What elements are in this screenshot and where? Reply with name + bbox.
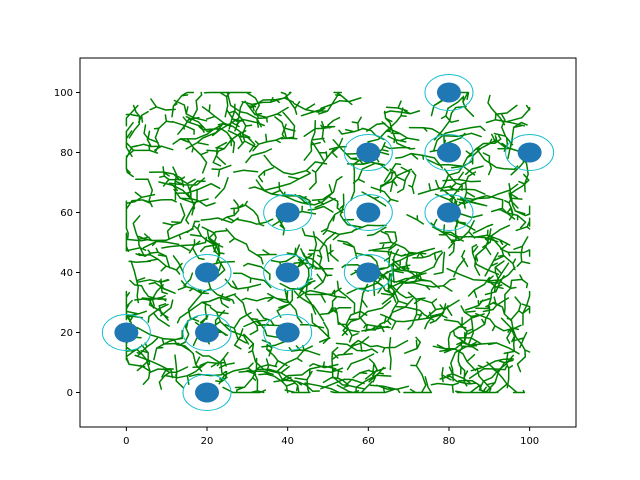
node-ring bbox=[343, 134, 393, 171]
node-dot bbox=[436, 202, 461, 223]
node-dot bbox=[195, 262, 220, 283]
node-ring bbox=[263, 314, 313, 351]
node-ring bbox=[182, 254, 232, 291]
data-point bbox=[424, 74, 474, 111]
plot-frame bbox=[79, 57, 577, 428]
y-tick-label: 80 bbox=[60, 148, 73, 159]
node-ring bbox=[182, 314, 232, 351]
node-ring bbox=[263, 194, 313, 231]
x-tick-label: 0 bbox=[123, 436, 129, 447]
node-ring bbox=[343, 254, 393, 291]
data-point bbox=[343, 254, 393, 291]
x-tick-label: 80 bbox=[443, 436, 456, 447]
node-markers bbox=[101, 74, 555, 411]
tree-edges-path bbox=[125, 91, 531, 394]
data-point bbox=[505, 134, 555, 171]
tree-branches bbox=[125, 91, 531, 394]
node-dot bbox=[356, 142, 381, 163]
node-ring bbox=[182, 374, 232, 411]
node-dot bbox=[195, 322, 220, 343]
node-ring bbox=[424, 134, 474, 171]
node-dot bbox=[114, 322, 139, 343]
x-tick-label: 20 bbox=[201, 436, 214, 447]
node-dot bbox=[356, 262, 381, 283]
axis-ticks: 0 20 40 60 80 100 0 20 40 60 80 100 bbox=[54, 88, 539, 447]
y-tick-label: 0 bbox=[67, 388, 73, 399]
data-point bbox=[182, 314, 232, 351]
x-tick-label: 60 bbox=[362, 436, 375, 447]
node-ring bbox=[263, 254, 313, 291]
x-tick-label: 100 bbox=[520, 436, 539, 447]
node-ring bbox=[101, 314, 151, 351]
node-dot bbox=[436, 82, 461, 103]
data-point bbox=[343, 134, 393, 171]
data-point bbox=[424, 134, 474, 171]
node-ring bbox=[505, 134, 555, 171]
data-point bbox=[343, 194, 393, 231]
node-dot bbox=[275, 322, 300, 343]
data-point bbox=[263, 194, 313, 231]
data-point bbox=[182, 374, 232, 411]
data-point bbox=[263, 254, 313, 291]
node-dot bbox=[436, 142, 461, 163]
node-dot bbox=[275, 202, 300, 223]
y-tick-label: 100 bbox=[54, 88, 73, 99]
y-tick-label: 60 bbox=[60, 208, 73, 219]
node-dot bbox=[195, 382, 220, 403]
data-point bbox=[182, 254, 232, 291]
node-dot bbox=[356, 202, 381, 223]
data-point bbox=[263, 314, 313, 351]
node-dot bbox=[517, 142, 542, 163]
node-ring bbox=[343, 194, 393, 231]
data-point bbox=[101, 314, 151, 351]
node-ring bbox=[424, 194, 474, 231]
node-dot bbox=[275, 262, 300, 283]
node-ring bbox=[424, 74, 474, 111]
y-tick-label: 20 bbox=[60, 328, 73, 339]
x-tick-label: 40 bbox=[281, 436, 294, 447]
y-tick-label: 40 bbox=[60, 268, 73, 279]
data-point bbox=[424, 194, 474, 231]
